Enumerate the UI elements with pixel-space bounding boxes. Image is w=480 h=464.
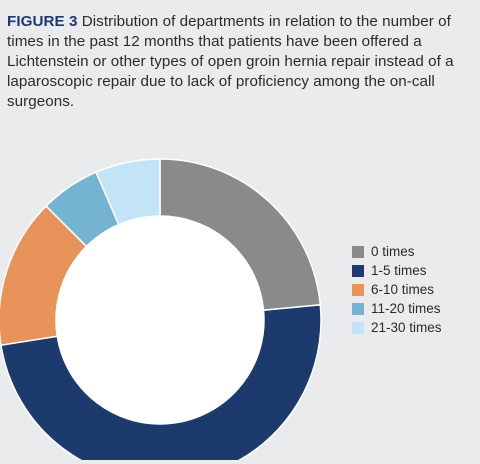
donut-chart: [0, 158, 322, 460]
legend-label: 1-5 times: [371, 263, 427, 278]
legend-swatch: [352, 264, 364, 277]
legend-label: 0 times: [371, 244, 415, 259]
legend-label: 21-30 times: [371, 320, 442, 335]
chart-legend: 0 times 1-5 times 6-10 times 11-20 times 21-…: [352, 242, 442, 337]
legend-label: 6-10 times: [371, 282, 435, 297]
legend-item: 11-20 times: [352, 299, 442, 318]
legend-item: 1-5 times: [352, 261, 442, 280]
figure-label: FIGURE 3: [7, 13, 78, 30]
legend-item: 21-30 times: [352, 318, 442, 337]
legend-swatch: [352, 245, 364, 258]
figure-caption-text: Distribution of departments in relation …: [7, 13, 454, 110]
legend-label: 11-20 times: [371, 301, 441, 316]
figure-caption: FIGURE 3 Distribution of departments in …: [7, 12, 473, 112]
legend-item: 0 times: [352, 242, 442, 261]
legend-item: 6-10 times: [352, 280, 442, 299]
legend-swatch: [352, 302, 364, 315]
donut-hole: [56, 216, 264, 424]
legend-swatch: [352, 283, 364, 296]
legend-swatch: [352, 321, 364, 334]
donut-slices: [0, 158, 322, 460]
